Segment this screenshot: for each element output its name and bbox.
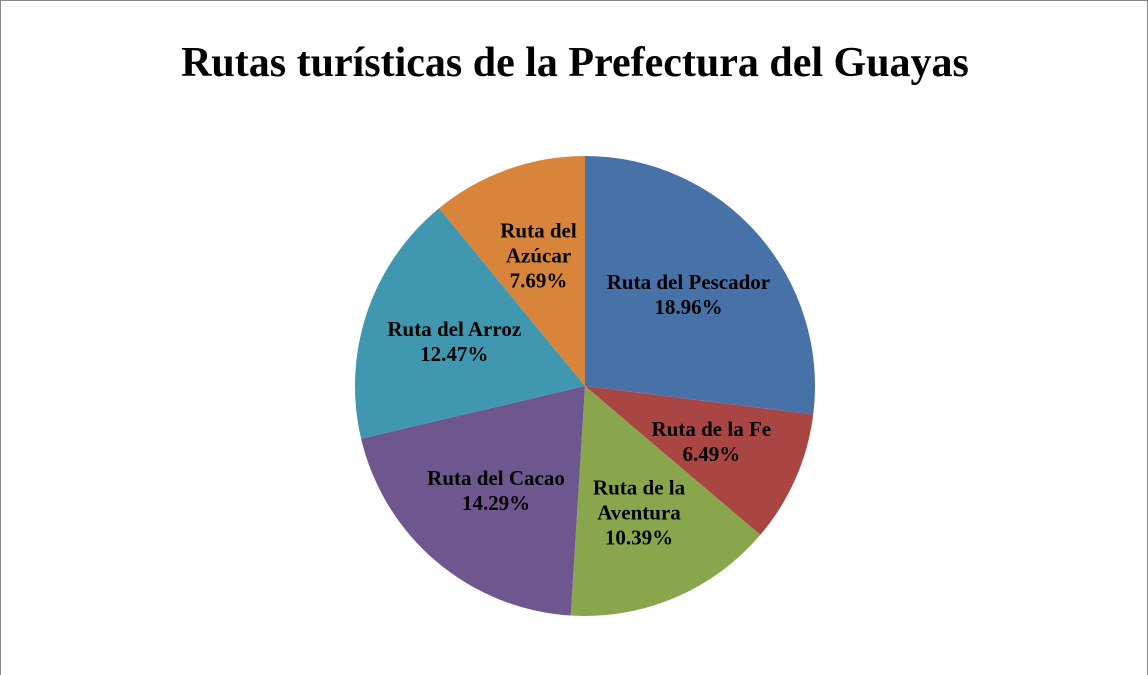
slice-value: 7.69% bbox=[509, 268, 568, 293]
slice-name: Ruta del Arroz bbox=[387, 316, 522, 341]
slice-name: Ruta del Pescador bbox=[606, 269, 771, 294]
pie-slice bbox=[570, 386, 761, 616]
pie-slice bbox=[585, 156, 815, 415]
slice-label: Ruta del Arroz 12.47% bbox=[364, 317, 544, 367]
slice-value: 12.47% bbox=[420, 341, 489, 366]
slice-value: 14.29% bbox=[461, 491, 531, 516]
slice-label: Ruta de la Fe 6.49% bbox=[641, 417, 781, 467]
slice-name: Ruta del Cacao bbox=[427, 466, 565, 491]
slice-value: 18.96% bbox=[654, 294, 723, 319]
slice-name: Ruta de la Aventura bbox=[592, 475, 686, 525]
slice-label: Ruta del Azúcar 7.69% bbox=[488, 219, 588, 294]
slice-name: Ruta de la Fe bbox=[651, 416, 772, 441]
pie-slice bbox=[585, 386, 814, 535]
slice-label: Ruta del Pescador 18.96% bbox=[588, 270, 788, 320]
slice-value: 6.49% bbox=[682, 441, 741, 466]
pie-slice bbox=[439, 156, 585, 386]
chart-title: Rutas turísticas de la Prefectura del Gu… bbox=[181, 40, 969, 86]
slice-label: Ruta del Cacao 14.29% bbox=[416, 466, 576, 516]
pie-slice bbox=[355, 208, 585, 439]
slice-label: Ruta de la Aventura 10.39% bbox=[579, 475, 699, 550]
slice-value: 10.39% bbox=[604, 525, 674, 550]
slice-name: Ruta del Azúcar bbox=[500, 218, 577, 268]
pie-slice bbox=[361, 386, 585, 616]
